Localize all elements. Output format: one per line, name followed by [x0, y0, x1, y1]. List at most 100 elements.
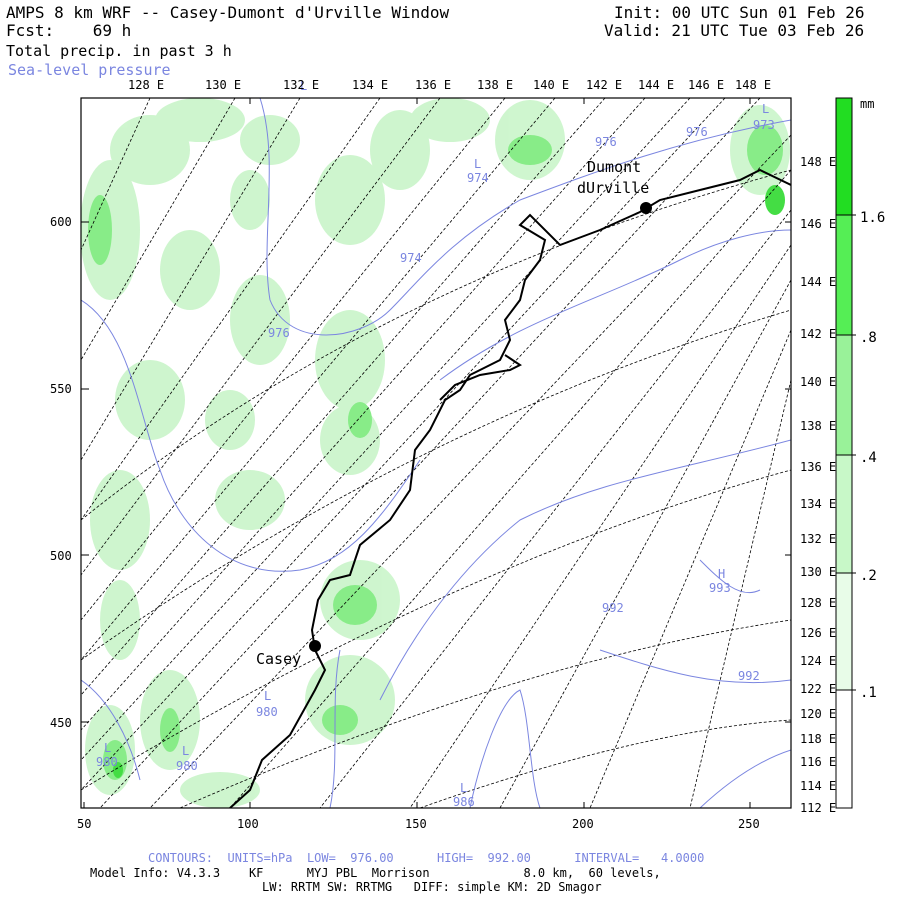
isobar-label: 974 [467, 171, 489, 185]
right-lon-label: 144 E [800, 275, 836, 289]
isobar-labels: 976 976 973 974 974 976 980 980 980 986 … [96, 118, 775, 809]
right-lon-label: 146 E [800, 217, 836, 231]
low-marker: L [762, 102, 769, 116]
right-lon-label: 128 E [800, 596, 836, 610]
colorbar-label: .2 [860, 568, 877, 584]
top-lon-label: 134 E [352, 78, 388, 92]
top-lon-label: 132 E [283, 78, 319, 92]
forecast-hour: Fcst: 69 h [6, 22, 131, 40]
low-marker: L [460, 781, 467, 795]
bottom-axis-label: 150 [405, 817, 427, 831]
isobar-label: 980 [176, 759, 198, 773]
colorbar-step [836, 215, 852, 335]
bottom-axis-label: 50 [77, 817, 91, 831]
precip-shading [81, 98, 790, 808]
top-lon-label: 146 E [688, 78, 724, 92]
left-axis-label: 550 [50, 382, 72, 396]
init-time: Init: 00 UTC Sun 01 Feb 26 [614, 3, 865, 22]
field-name-precip: Total precip. in past 3 h [6, 42, 232, 60]
bottom-axis-ticks [83, 98, 751, 808]
colorbar-labels: mm 1.6 .8 .4 .2 .1 [860, 97, 885, 701]
bottom-axis-label: 250 [738, 817, 760, 831]
pressure-centers: L L L L L L L H [104, 79, 769, 795]
colorbar [835, 97, 856, 809]
colorbar-step [836, 573, 852, 690]
casey-station-marker [309, 640, 321, 652]
right-lon-label: 120 E [800, 707, 836, 721]
valid-time: Valid: 21 UTC Tue 03 Feb 26 [604, 21, 865, 40]
right-lon-label: 116 E [800, 755, 836, 769]
colorbar-unit: mm [860, 97, 874, 111]
low-marker: L [300, 79, 307, 93]
bottom-axis-label: 200 [572, 817, 594, 831]
colorbar-step [836, 98, 852, 215]
top-lon-label: 140 E [533, 78, 569, 92]
contour-info: CONTOURS: UNITS=hPa LOW= 976.00 HIGH= 99… [148, 851, 705, 865]
right-lon-label: 130 E [800, 565, 836, 579]
map-title: AMPS 8 km WRF -- Casey-Dumont d'Urville … [6, 3, 450, 22]
right-lon-label: 132 E [800, 532, 836, 546]
top-lon-label: 144 E [638, 78, 674, 92]
top-lon-label: 148 E [735, 78, 771, 92]
left-axis-label: 600 [50, 215, 72, 229]
colorbar-label: .4 [860, 450, 877, 466]
colorbar-step [836, 690, 852, 808]
colorbar-step [836, 455, 852, 573]
top-lon-label: 136 E [415, 78, 451, 92]
plot-frame [80, 97, 792, 809]
high-marker: H [718, 567, 725, 581]
right-lon-label: 114 E [800, 779, 836, 793]
right-lon-label: 134 E [800, 497, 836, 511]
left-axis-labels: 600 550 500 450 [50, 215, 72, 730]
isobar-label: 986 [453, 795, 475, 809]
left-axis-label: 500 [50, 549, 72, 563]
right-lon-label: 122 E [800, 682, 836, 696]
right-lon-label: 118 E [800, 732, 836, 746]
bottom-axis-label: 100 [237, 817, 259, 831]
colorbar-label: .8 [860, 330, 877, 346]
field-name-slp: Sea-level pressure [8, 61, 171, 79]
isobar-label: 973 [753, 118, 775, 132]
model-info-line2: LW: RRTM SW: RRTMG DIFF: simple KM: 2D S… [262, 880, 602, 894]
isobar-label: 993 [709, 581, 731, 595]
fcst-value: 69 h [92, 21, 132, 40]
right-lon-label: 140 E [800, 375, 836, 389]
graticule [81, 98, 791, 808]
right-lon-label: 124 E [800, 654, 836, 668]
right-lon-label: 142 E [800, 327, 836, 341]
bottom-axis-labels: 50 100 150 200 250 [77, 817, 760, 831]
fcst-label: Fcst: [6, 21, 55, 40]
isobar-label: 992 [602, 601, 624, 615]
isobar-label: 992 [738, 669, 760, 683]
right-lon-labels: 148 E 146 E 144 E 142 E 140 E 138 E 136 … [800, 155, 836, 815]
isobar-label: 976 [268, 326, 290, 340]
isobar-label: 974 [400, 251, 422, 265]
right-lon-label: 138 E [800, 419, 836, 433]
isobars [81, 98, 791, 808]
dumont-durville-station-marker [640, 202, 652, 214]
top-lon-label: 142 E [586, 78, 622, 92]
right-lon-label: 148 E [800, 155, 836, 169]
colorbar-label: 1.6 [860, 210, 885, 226]
isobar-label: 976 [595, 135, 617, 149]
top-lon-label: 138 E [477, 78, 513, 92]
low-marker: L [104, 741, 111, 755]
low-marker: L [474, 157, 481, 171]
low-marker: L [264, 689, 271, 703]
low-marker: L [182, 744, 189, 758]
colorbar-label: .1 [860, 685, 877, 701]
right-lon-label: 112 E [800, 801, 836, 815]
isobar-label: 976 [686, 125, 708, 139]
coastline [229, 168, 791, 808]
isobar-label: 980 [256, 705, 278, 719]
top-lon-labels: 128 E 130 E 132 E 134 E 136 E 138 E 140 … [128, 78, 771, 92]
dumont-label: Dumont [587, 158, 641, 176]
left-axis-ticks [81, 221, 791, 723]
left-axis-label: 450 [50, 716, 72, 730]
model-info-line1: Model Info: V4.3.3 KF MYJ PBL Morrison 8… [90, 866, 661, 880]
top-lon-label: 130 E [205, 78, 241, 92]
colorbar-step [836, 335, 852, 455]
right-lon-label: 126 E [800, 626, 836, 640]
right-lon-label: 136 E [800, 460, 836, 474]
